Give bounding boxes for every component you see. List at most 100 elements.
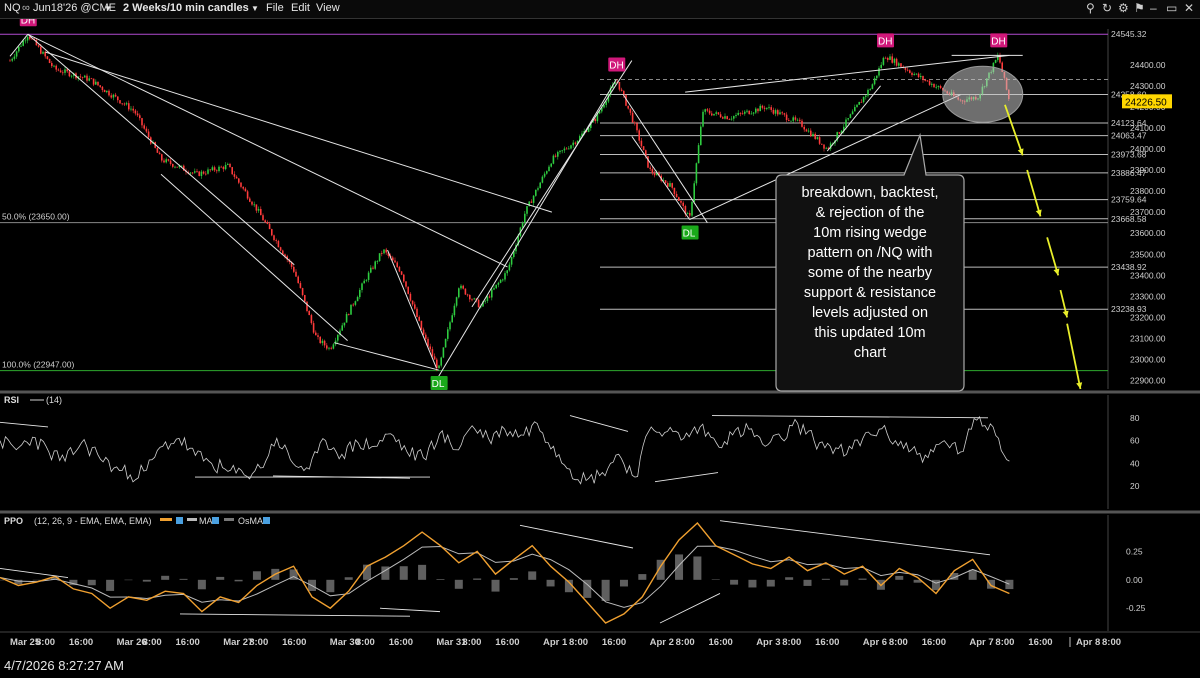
candle-body xyxy=(343,322,346,326)
chart-toolbar: NQ ∞ Jun18'26 @CME ▼ 2 Weeks/10 min cand… xyxy=(0,0,1200,19)
candle-body xyxy=(937,85,940,87)
candle-body xyxy=(143,125,145,129)
candle-body xyxy=(480,306,482,308)
ppo-tick-label: 0.25 xyxy=(1126,546,1143,556)
candle-body xyxy=(669,183,671,187)
settings-icon[interactable]: ⚙ xyxy=(1118,1,1129,15)
rsi-trendline xyxy=(569,415,629,432)
marker-label: DL xyxy=(432,379,445,390)
candle-body xyxy=(763,107,766,109)
candle-body xyxy=(99,85,101,87)
candle-body xyxy=(893,58,896,63)
interval-selector[interactable]: 2 Weeks/10 min candles xyxy=(123,2,249,14)
candle-body xyxy=(414,304,416,309)
forecast-arrow xyxy=(1046,237,1060,276)
candle-body xyxy=(895,58,898,66)
candle-body xyxy=(330,347,332,349)
candle-body xyxy=(737,112,739,115)
minimize-icon[interactable]: – xyxy=(1150,1,1157,15)
pin-icon[interactable]: ⚑ xyxy=(1134,1,1145,15)
osma-bar xyxy=(858,578,867,580)
time-axis: Mar 258:00 16:00 Mar 268:00 16:00 Mar 278:00… xyxy=(0,631,1200,648)
trendline xyxy=(826,85,881,152)
osma-bar xyxy=(711,579,720,580)
time-tick-label: 8:00 xyxy=(462,637,481,648)
menu-view[interactable]: View xyxy=(316,2,340,14)
candle-body xyxy=(295,271,297,277)
candle-body xyxy=(543,173,546,177)
candle-body xyxy=(579,136,581,141)
candle-body xyxy=(761,105,764,108)
osma-bar xyxy=(528,571,537,580)
candle-body xyxy=(268,223,271,230)
menu-file[interactable]: File xyxy=(266,2,284,14)
contract-label[interactable]: Jun18'26 @CME xyxy=(33,2,116,14)
osma-bar xyxy=(821,578,830,580)
price-tick-label: 23000.00 xyxy=(1130,355,1166,365)
candle-body xyxy=(572,142,574,146)
interval-dropdown-icon[interactable]: ▼ xyxy=(251,4,259,13)
candle-body xyxy=(882,57,885,65)
callout-text-line: some of the nearby xyxy=(808,265,933,281)
candle-body xyxy=(136,113,139,116)
menu-edit[interactable]: Edit xyxy=(291,2,310,14)
candle-body xyxy=(997,55,999,60)
osma-bar xyxy=(32,579,41,581)
price-tick-label: 23100.00 xyxy=(1130,333,1166,343)
candle-body xyxy=(370,267,372,273)
candle-body xyxy=(634,122,636,124)
candle-body xyxy=(264,220,266,223)
candle-body xyxy=(101,86,104,90)
candle-body xyxy=(497,282,500,285)
price-tick-label: 23300.00 xyxy=(1130,291,1166,301)
forecast-arrow xyxy=(1026,169,1042,217)
candle-body xyxy=(867,89,869,96)
candle-body xyxy=(911,72,913,75)
osma-bar xyxy=(436,579,445,580)
candle-body xyxy=(526,206,528,214)
chart-canvas[interactable]: 24545.3224258.6024123.6424063.4723973.68… xyxy=(0,19,1200,652)
candle-body xyxy=(631,112,634,123)
price-level-label: 23238.93 xyxy=(1111,304,1147,314)
candle-body xyxy=(535,189,537,196)
restore-icon[interactable]: ▭ xyxy=(1166,1,1178,15)
candle-body xyxy=(359,289,361,298)
candle-body xyxy=(227,163,229,165)
time-tick-label: Apr 8 xyxy=(1076,637,1100,648)
candle-body xyxy=(653,173,656,176)
candle-body xyxy=(717,112,720,115)
callout-text-line: support & resistance xyxy=(804,285,936,301)
candle-body xyxy=(339,330,341,335)
symbol-label[interactable]: NQ xyxy=(4,2,21,14)
candle-body xyxy=(915,73,918,75)
marker-dl xyxy=(430,376,448,391)
candle-body xyxy=(356,297,359,302)
candle-body xyxy=(425,334,427,339)
candle-body xyxy=(211,167,214,171)
search-icon[interactable]: ⚲ xyxy=(1086,1,1095,15)
candle-body xyxy=(722,117,724,119)
candle-body xyxy=(279,247,282,251)
candle-body xyxy=(29,36,31,39)
osma-bar xyxy=(14,579,23,585)
callout-text-line: & rejection of the xyxy=(816,205,925,221)
osma-bar xyxy=(87,579,96,586)
rsi-panel: RSI (14) 80 60 40 20 xyxy=(0,395,1200,514)
candle-body xyxy=(623,90,625,96)
candle-body xyxy=(495,284,497,289)
osma-bar xyxy=(638,574,647,580)
candle-body xyxy=(422,329,425,335)
callout-text-line: pattern on /NQ with xyxy=(808,245,933,261)
candle-body xyxy=(724,116,726,119)
osma-bar xyxy=(968,569,977,580)
refresh-icon[interactable]: ↻ xyxy=(1102,1,1113,15)
candle-body xyxy=(748,110,750,115)
candle-body xyxy=(563,148,566,151)
candle-body xyxy=(416,308,418,317)
contract-dropdown-icon[interactable]: ▼ xyxy=(104,4,112,13)
candle-body xyxy=(9,60,11,62)
rsi-param-label: (14) xyxy=(46,395,62,405)
osma-bar xyxy=(473,578,482,580)
candle-body xyxy=(209,169,211,171)
close-icon[interactable]: ✕ xyxy=(1184,1,1195,15)
